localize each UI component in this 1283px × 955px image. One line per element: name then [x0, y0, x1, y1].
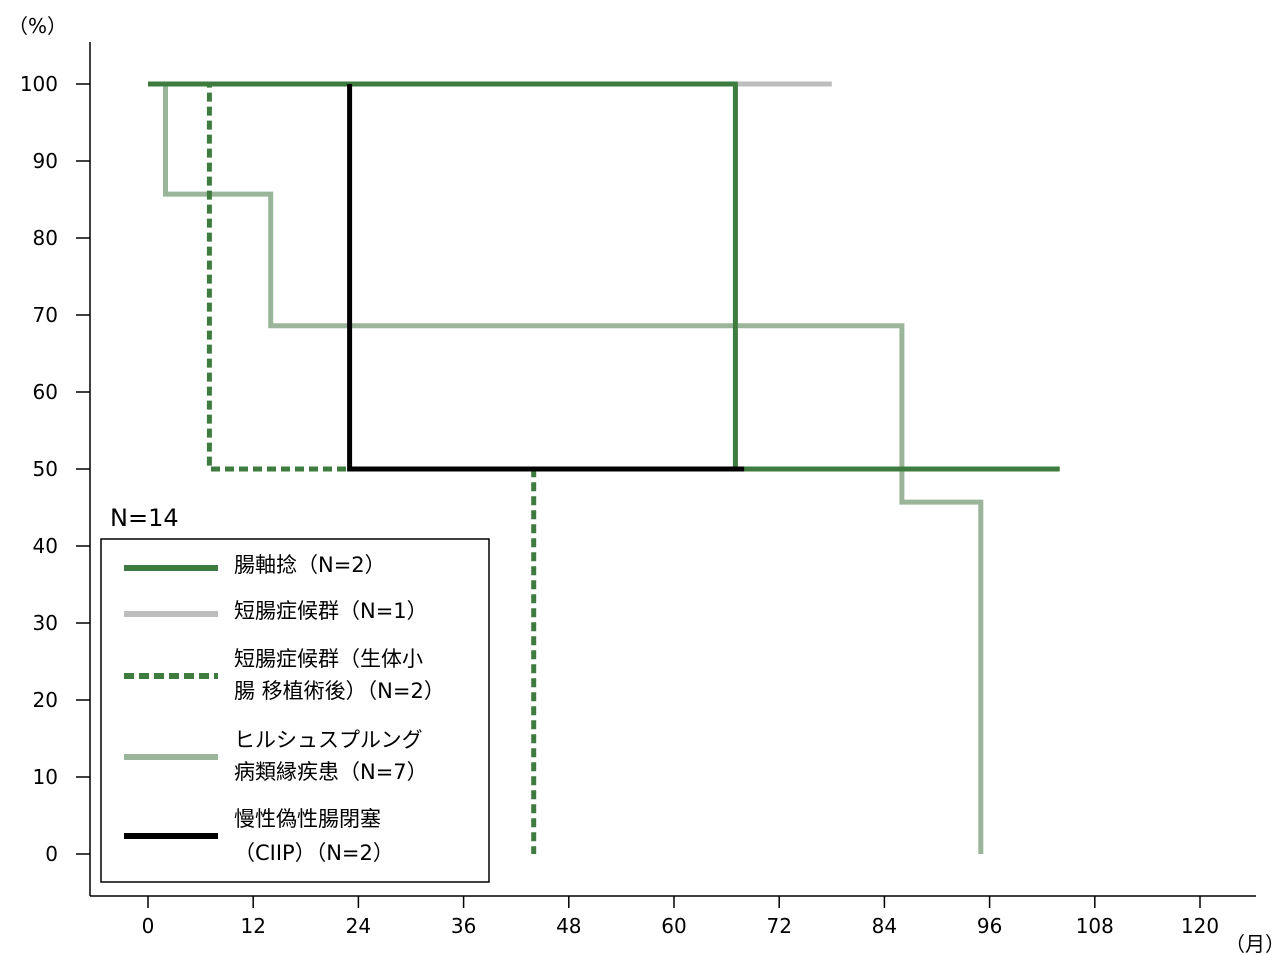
x-tick-label: 120 — [1181, 914, 1219, 938]
legend-label-hirschsprung: ヒルシュスプルング — [234, 728, 423, 752]
legend-label-ciip: 慢性偽性腸閉塞 — [234, 807, 381, 831]
legend-label-short-bowel-transplant: 短腸症候群（生体小 — [234, 647, 423, 671]
y-tick-label: 70 — [33, 303, 58, 327]
y-tick-label: 80 — [33, 226, 58, 250]
legend-label-volvulus: 腸軸捻（N=2） — [234, 553, 386, 577]
series-line-ciip — [347, 84, 745, 472]
x-tick-label: 36 — [451, 914, 476, 938]
y-tick-label: 90 — [33, 149, 58, 173]
legend-box — [100, 538, 490, 883]
legend-label-ciip: （CIIP）（N=2） — [234, 841, 394, 865]
y-tick-label: 40 — [33, 534, 58, 558]
x-tick-label: 108 — [1076, 914, 1114, 938]
legend-label-hirschsprung: 病類縁疾患（N=7） — [234, 760, 428, 784]
legend-label-short-bowel-transplant: 腸 移植術後）（N=2） — [234, 679, 445, 703]
series-line-short-bowel-transplant — [148, 81, 537, 854]
series-line-volvulus — [148, 81, 1060, 472]
x-tick-label: 84 — [872, 914, 897, 938]
x-tick-label: 60 — [661, 914, 686, 938]
y-tick-label: 0 — [45, 842, 58, 866]
y-tick-label: 50 — [33, 457, 58, 481]
series-layer — [148, 81, 1060, 854]
x-ticks: 0 12 24 36 48 60 72 84 96 108 120 — [142, 896, 1219, 938]
x-tick-label: 48 — [556, 914, 581, 938]
x-tick-label: 12 — [240, 914, 265, 938]
y-tick-label: 30 — [33, 611, 58, 635]
legend-label-short-bowel: 短腸症候群（N=1） — [234, 599, 428, 623]
x-unit-label: （月） — [1225, 932, 1283, 955]
y-unit-label: （%） — [8, 14, 67, 38]
y-ticks: 0 10 20 30 40 50 60 70 80 90 100 — [20, 72, 90, 866]
x-tick-label: 72 — [766, 914, 791, 938]
series-line-hirschsprung — [148, 81, 984, 854]
y-tick-label: 60 — [33, 380, 58, 404]
x-tick-label: 24 — [346, 914, 371, 938]
y-tick-label: 100 — [20, 72, 58, 96]
n-annotation: N=14 — [110, 504, 179, 532]
y-tick-label: 10 — [33, 765, 58, 789]
x-tick-label: 96 — [977, 914, 1002, 938]
x-tick-label: 0 — [142, 914, 155, 938]
y-tick-label: 20 — [33, 688, 58, 712]
